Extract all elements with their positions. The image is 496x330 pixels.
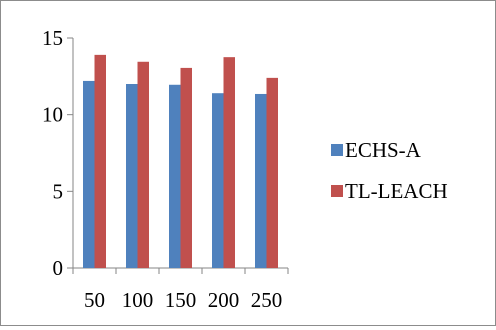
- legend-label: TL-LEACH: [345, 179, 448, 203]
- bar-echs-a-200: [212, 93, 224, 268]
- bar-tl-leach-100: [137, 61, 149, 269]
- y-tick-label: 15: [42, 26, 63, 50]
- bars: [83, 54, 278, 269]
- x-tick-label: 50: [84, 288, 105, 312]
- x-tick-label: 250: [251, 288, 283, 312]
- y-axis: 0 5 10 15: [42, 26, 74, 280]
- legend-swatch: [331, 144, 343, 156]
- bar-chart: 0 5 10 15 50 100 150 200 250 ECHS-A TL-LEACH: [42, 26, 448, 312]
- x-tick-label: 150: [165, 288, 197, 312]
- bar-tl-leach-200: [223, 57, 235, 268]
- y-tick-label: 0: [53, 256, 64, 280]
- bar-tl-leach-250: [266, 77, 278, 268]
- legend-label: ECHS-A: [345, 138, 422, 162]
- bar-tl-leach-150: [180, 67, 192, 269]
- bar-tl-leach-50: [94, 54, 106, 268]
- x-tick-label: 100: [122, 288, 154, 312]
- legend: ECHS-A TL-LEACH: [331, 138, 448, 203]
- x-axis: 50 100 150 200 250: [72, 267, 289, 312]
- y-tick-label: 10: [42, 103, 63, 127]
- x-tick-label: 200: [208, 288, 240, 312]
- bar-echs-a-50: [83, 80, 95, 268]
- y-tick-label: 5: [53, 179, 64, 203]
- legend-swatch: [331, 185, 343, 197]
- bar-echs-a-150: [169, 84, 181, 269]
- bar-echs-a-100: [126, 84, 138, 268]
- bar-echs-a-250: [255, 93, 267, 268]
